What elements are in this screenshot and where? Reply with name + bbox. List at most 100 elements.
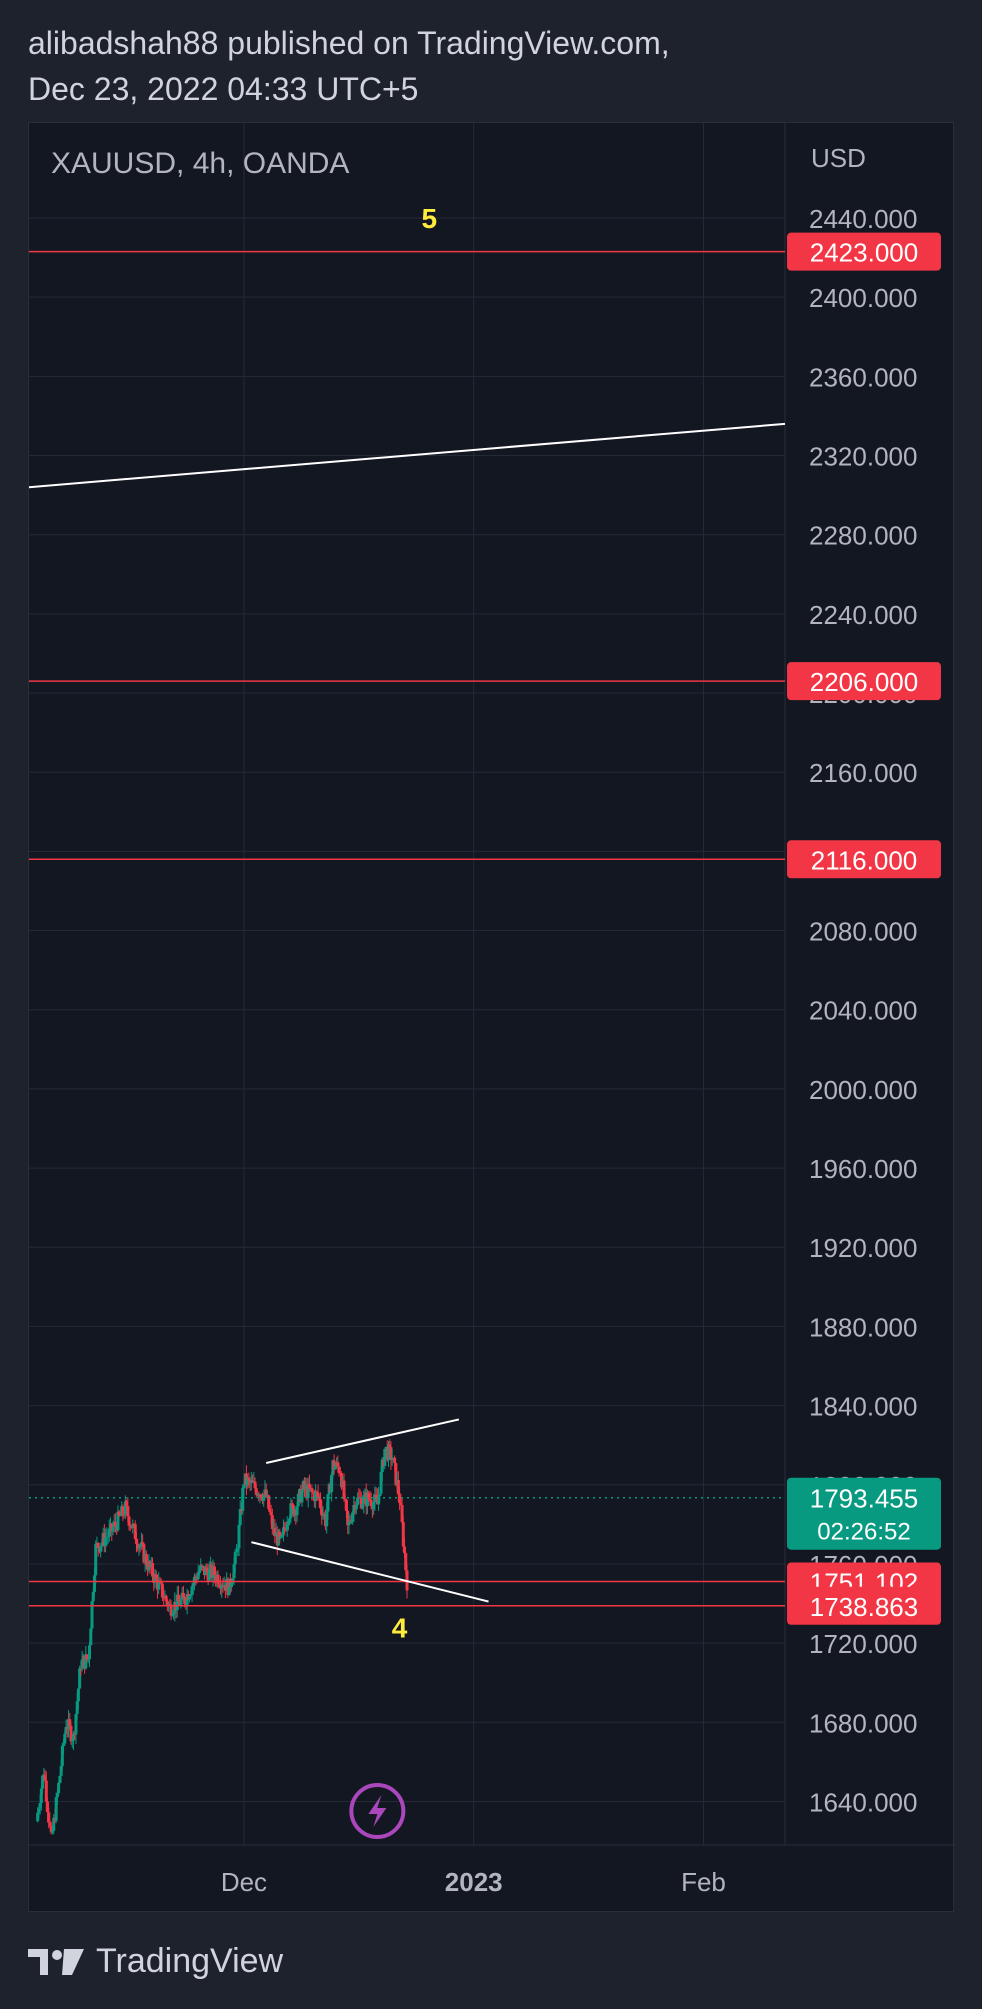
y-tick-label: 2400.000 [809,283,917,313]
candle-body [232,1564,236,1579]
symbol-label: XAUUSD, 4h, OANDA [51,147,349,180]
candle-body [273,1527,277,1537]
y-tick-label: 2040.000 [809,996,917,1026]
wave-annotation: 5 [421,203,437,234]
candle-body [125,1501,129,1506]
candle-body [290,1503,294,1505]
candle-body [270,1515,274,1529]
candle-body [316,1492,320,1497]
candle-body [325,1511,329,1527]
y-tick-label: 2240.000 [809,600,917,630]
candle-body [277,1531,281,1546]
candle-body [167,1603,171,1607]
candle-body [62,1743,66,1746]
y-tick-label: 2160.000 [809,758,917,788]
candle-body [349,1521,353,1523]
y-tick-label: 1920.000 [809,1233,917,1263]
candle-body [47,1812,51,1823]
candle-body [168,1603,172,1605]
chart-panel[interactable]: 2440.000 2400.000 2360.000 2320.000 2280.000… [28,122,955,1913]
candle-body [43,1774,47,1781]
candle-body [399,1502,403,1506]
candle-body [264,1489,268,1497]
candle-body [50,1830,54,1833]
candle-body [84,1654,88,1669]
candle-body [227,1578,231,1596]
lightning-bolt-icon [368,1795,387,1827]
last-price-label: 1793.455 [810,1484,918,1514]
level-price-tag [787,840,941,879]
candle-body [319,1499,323,1509]
candle-body [343,1499,347,1501]
candle-body [137,1545,141,1549]
candle-body [254,1488,258,1495]
candle-body [179,1599,183,1606]
candle-body [314,1491,318,1502]
candle-body [39,1788,43,1804]
candle-body [185,1594,189,1605]
candle-body [281,1527,285,1534]
candle-body [306,1483,310,1498]
candle-body [230,1583,234,1587]
candle-body [37,1808,41,1813]
candle-body [337,1466,341,1473]
candle-body [336,1462,340,1467]
candle-body [85,1654,89,1660]
candle-body [191,1582,195,1587]
candle-body [111,1527,115,1532]
candle-body [190,1586,194,1595]
candle-body [193,1576,197,1583]
candle-body [388,1444,392,1448]
candle-body [69,1725,73,1742]
candle-body [404,1553,408,1571]
candle-body [164,1595,168,1601]
candle-body [113,1521,117,1526]
candle-body [159,1581,163,1584]
candle-body [317,1496,321,1500]
candle-body [241,1487,245,1512]
candle-body [398,1494,402,1503]
candle-body [54,1797,58,1821]
candle-body [259,1494,263,1499]
candle-body [228,1578,232,1587]
candle-body [157,1581,161,1590]
candle-body [251,1480,255,1483]
candle-body [68,1719,72,1726]
candle-body [64,1726,68,1734]
candle-body [330,1474,334,1493]
candle-body [242,1485,246,1488]
candle-body [267,1495,271,1509]
x-tick-label: Dec [221,1867,267,1897]
candle-body [332,1460,336,1470]
y-tick-label: 1640.000 [809,1787,917,1817]
candle-body [365,1493,369,1507]
footer-brand: TradingView [96,1942,284,1980]
level-price-tag [787,232,941,271]
x-tick-label: Feb [681,1867,726,1897]
candle-body [320,1508,324,1516]
candle-body [351,1512,355,1522]
candle-body [359,1497,363,1509]
price-chart[interactable]: 2440.000 2400.000 2360.000 2320.000 2280.000… [29,123,955,1913]
candle-body [59,1766,63,1776]
candle-body [49,1826,53,1833]
candle-body [55,1793,59,1798]
candle-body [154,1574,158,1579]
candle-body [378,1493,382,1497]
y-tick-label: 2320.000 [809,442,917,472]
candle-body [104,1537,108,1546]
candle-body [374,1494,378,1499]
trendline [265,1418,460,1464]
candle-body [70,1740,74,1742]
last-price-tag [787,1477,941,1550]
candle-body [286,1521,290,1525]
candle-body [217,1584,221,1586]
candle-body [86,1659,90,1661]
candle-body [205,1567,209,1572]
x-tick-label: 2023 [445,1867,503,1897]
lightning-icon [349,1783,406,1839]
candle-body [386,1444,390,1460]
candle-body [172,1612,176,1616]
candle-body [169,1604,173,1616]
candle-body [176,1594,180,1602]
